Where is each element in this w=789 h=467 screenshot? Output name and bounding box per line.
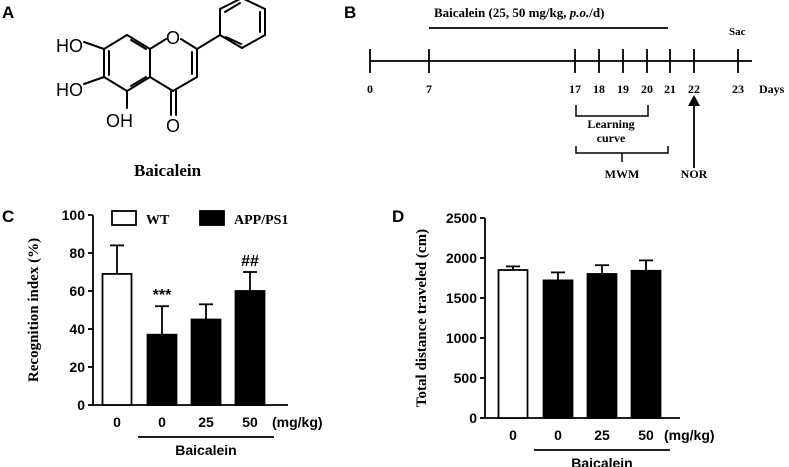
panel-a: A <box>2 0 266 180</box>
y-tick-label: 1500 <box>446 290 477 306</box>
timeline-tick-label: 17 <box>569 82 581 96</box>
timeline-tick-label: 18 <box>593 82 605 96</box>
bar <box>190 318 222 406</box>
y-tick-label: 2000 <box>446 250 477 266</box>
timeline-tick-label: 0 <box>367 82 373 96</box>
x-tick-label: 50 <box>638 427 654 443</box>
nor-arrowhead <box>688 95 700 106</box>
legend-swatch <box>111 210 137 226</box>
nor-label: NOR <box>681 167 708 181</box>
x-tick-label: 0 <box>554 427 562 443</box>
y-tick-label: 60 <box>69 283 85 299</box>
days-label: Days <box>759 82 785 96</box>
y-tick-label: 2500 <box>446 210 477 226</box>
legend-swatch <box>199 210 225 226</box>
panel-label-a: A <box>2 3 14 22</box>
learning-curve-label-2: curve <box>597 131 626 145</box>
compound-name: Baicalein <box>134 161 202 180</box>
y-tick-label: 20 <box>69 359 85 375</box>
atom-keto-o: O <box>166 116 180 136</box>
bar <box>146 333 178 406</box>
bar <box>542 279 574 419</box>
panel-c: C 0 20 40 60 80 100 Recognition index (%) 0 0 ***… <box>2 207 323 458</box>
mwm-label: MWM <box>605 167 640 181</box>
timeline-tick-label: 19 <box>617 82 629 96</box>
timeline-tick-label: 21 <box>664 82 676 96</box>
bar <box>586 273 618 419</box>
atom-ho-6: HO <box>56 80 83 100</box>
x-tick-label: 0 <box>509 427 517 443</box>
y-axis-label: Total distance traveled (cm) <box>414 229 430 407</box>
chart-recognition-index: 0 20 40 60 80 100 Recognition index (%) 0 0 *** 25… <box>26 207 323 458</box>
x-unit-label: (mg/kg) <box>664 427 715 443</box>
legend-label: WT <box>146 213 170 228</box>
y-tick-label: 0 <box>469 410 477 426</box>
y-tick-label: 40 <box>69 321 85 337</box>
y-tick-label: 80 <box>69 245 85 261</box>
x-unit-label: (mg/kg) <box>272 414 323 430</box>
bar <box>497 269 529 419</box>
x-tick-label: 50 <box>242 414 258 430</box>
sac-label: Sac <box>729 26 746 38</box>
legend-label: APP/PS1 <box>234 213 288 228</box>
learning-curve-label-1: Learning <box>587 117 634 131</box>
panel-label-d: D <box>392 207 404 226</box>
timeline-tick-label: 22 <box>688 82 700 96</box>
significance-marker: ## <box>241 253 259 270</box>
bar <box>234 290 266 406</box>
timeline-tick-label: 7 <box>426 82 432 96</box>
timeline-ticks: 0 7 17 18 19 20 21 22 23 <box>367 49 744 96</box>
group-label: Baicalein <box>175 442 236 458</box>
group-label: Baicalein <box>571 455 632 467</box>
mwm-bracket <box>575 146 669 162</box>
y-tick-label: 1000 <box>446 330 477 346</box>
y-axis-label: Recognition index (%) <box>26 238 42 382</box>
x-tick-label: 25 <box>594 427 610 443</box>
learning-curve-bracket <box>575 105 649 117</box>
significance-marker: *** <box>153 287 172 304</box>
atom-oh-5: OH <box>106 111 133 131</box>
timeline-tick-label: 20 <box>641 82 653 96</box>
atom-ring-o: O <box>166 28 180 48</box>
x-tick-label: 0 <box>113 414 121 430</box>
y-tick-label: 0 <box>77 397 85 413</box>
panel-label-b: B <box>344 3 356 22</box>
y-tick-label: 100 <box>62 207 86 223</box>
panel-b: B Baicalein (25, 50 mg/kg, p.o./d) 0 7 17 1… <box>344 3 785 181</box>
bar <box>630 269 662 419</box>
atom-ho-7: HO <box>56 36 83 56</box>
x-tick-label: 0 <box>158 414 166 430</box>
panel-label-c: C <box>2 207 14 226</box>
y-tick-label: 500 <box>454 370 478 386</box>
x-tick-label: 25 <box>198 414 214 430</box>
timeline-tick-label: 23 <box>732 82 744 96</box>
bar <box>101 272 133 406</box>
treatment-label: Baicalein (25, 50 mg/kg, p.o./d) <box>434 5 604 20</box>
baicalein-structure <box>83 0 266 116</box>
